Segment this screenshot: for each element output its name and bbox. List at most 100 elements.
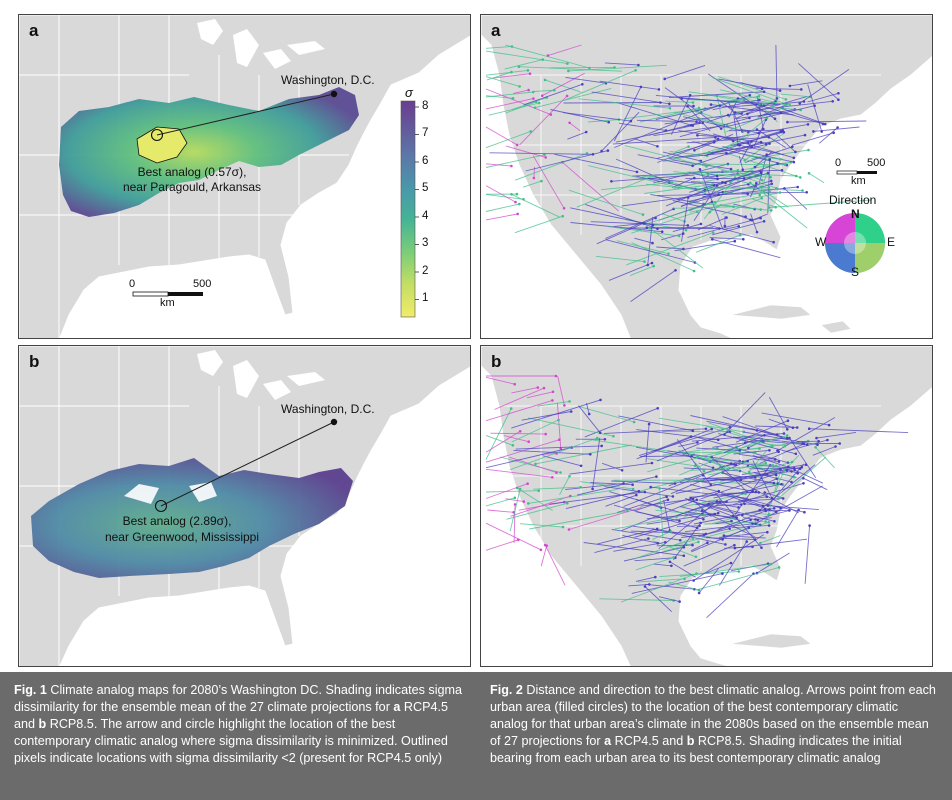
- analog-arrow: [519, 95, 568, 146]
- urban-area-dot: [581, 83, 584, 86]
- analog-arrow: [767, 463, 805, 506]
- analog-arrow: [799, 69, 850, 104]
- analog-arrow: [636, 428, 712, 460]
- analog-arrow: [718, 78, 781, 92]
- urban-area-dot: [667, 252, 670, 255]
- urban-area-dot: [768, 508, 771, 511]
- urban-area-dot: [660, 230, 664, 233]
- analog-arrow: [642, 201, 716, 226]
- analog-arrow: [690, 181, 726, 184]
- fig1-panel-a: a Washington, D.C. Best analog (0.57σ), …: [18, 14, 471, 339]
- urban-area-dot: [600, 149, 603, 153]
- analog-arrow: [711, 517, 736, 525]
- fig1-caption-b: b: [38, 717, 47, 731]
- urban-area-dot: [563, 404, 566, 407]
- analog-arrow: [706, 562, 732, 574]
- analog-arrow: [578, 98, 670, 109]
- urban-area-dot: [747, 470, 751, 474]
- analog-arrow: [485, 126, 518, 146]
- analog-arrow: [676, 525, 700, 527]
- urban-area-dot: [689, 496, 693, 500]
- analog-arrow: [609, 491, 704, 520]
- urban-area-dot: [831, 100, 834, 103]
- analog-arrow: [738, 156, 744, 170]
- urban-area-dot: [749, 181, 752, 185]
- analog-arrow: [724, 392, 766, 435]
- urban-area-dot: [780, 168, 784, 172]
- analog-arrow: [601, 182, 672, 191]
- analog-arrow: [690, 497, 712, 518]
- urban-area-dot: [652, 264, 655, 268]
- analog-arrow: [723, 225, 739, 231]
- fig2-caption-text: RCP8.5. Shading indicates the initial be…: [490, 734, 902, 765]
- fig1a-scale-end: 500: [193, 278, 212, 290]
- analog-arrow: [717, 508, 770, 531]
- analog-arrow: [601, 111, 640, 152]
- urban-area-dot: [801, 442, 804, 445]
- urban-area-dot: [741, 168, 744, 171]
- analog-arrow: [682, 493, 746, 508]
- analog-arrow: [620, 573, 697, 603]
- urban-area-dot: [634, 69, 637, 72]
- analog-arrow: [785, 439, 828, 452]
- urban-area-dot: [673, 482, 677, 485]
- fig1a-scale-start: 0: [129, 278, 136, 290]
- urban-area-dot: [773, 117, 777, 120]
- urban-area-dot: [656, 145, 659, 148]
- urban-area-dot: [784, 98, 788, 101]
- analog-arrow: [681, 197, 689, 242]
- analog-arrow: [510, 495, 571, 517]
- analog-arrow: [563, 112, 631, 122]
- analog-arrow: [671, 177, 695, 189]
- urban-area-dot: [778, 89, 782, 92]
- analog-arrow: [816, 431, 857, 439]
- analog-arrow: [605, 239, 696, 263]
- urban-area-dot: [715, 500, 719, 503]
- urban-area-dot: [760, 87, 764, 90]
- urban-area-dot: [733, 239, 737, 243]
- analog-arrow: [689, 170, 761, 193]
- urban-area-dot: [769, 562, 773, 566]
- analog-arrow: [516, 487, 553, 511]
- analog-arrow: [775, 44, 778, 99]
- analog-arrow: [656, 544, 693, 547]
- analog-arrow: [644, 586, 673, 613]
- urban-area-dot: [668, 102, 671, 106]
- analog-arrow: [511, 419, 559, 443]
- urban-area-dot: [515, 143, 519, 147]
- urban-area-dot: [518, 430, 522, 433]
- urban-area-dot: [773, 458, 777, 461]
- analog-arrow: [515, 445, 602, 450]
- analog-arrow: [630, 269, 676, 302]
- urban-area-dot: [758, 193, 761, 197]
- urban-area-dot: [716, 446, 719, 450]
- analog-arrow: [673, 171, 753, 189]
- analog-arrow: [721, 197, 762, 215]
- analog-arrow: [535, 444, 632, 465]
- urban-area-dot: [774, 473, 778, 477]
- urban-area-dot: [568, 475, 571, 478]
- urban-area-dot: [779, 467, 782, 471]
- urban-area-dot: [511, 444, 515, 447]
- urban-area-dot: [792, 156, 796, 160]
- urban-area-dot: [654, 575, 657, 579]
- urban-area-dot: [532, 176, 536, 180]
- analog-arrow: [762, 468, 781, 475]
- urban-area-dot: [542, 386, 546, 390]
- urban-area-dot: [783, 187, 786, 190]
- analog-arrow: [584, 407, 658, 438]
- analog-arrow: [533, 486, 581, 490]
- analog-arrow: [669, 151, 708, 157]
- urban-area-dot: [762, 189, 765, 193]
- analog-arrow: [809, 428, 909, 434]
- urban-area-dot: [695, 498, 699, 502]
- urban-area-dot: [696, 441, 699, 444]
- fig2-caption: Fig. 2 Distance and direction to the bes…: [476, 672, 952, 800]
- analog-arrow: [731, 183, 749, 188]
- urban-area-dot: [686, 105, 689, 108]
- analog-arrow: [661, 213, 685, 222]
- urban-area-dot: [527, 440, 530, 443]
- urban-area-dot: [785, 436, 789, 440]
- urban-area-dot: [561, 214, 564, 218]
- urban-area-dot: [738, 233, 742, 237]
